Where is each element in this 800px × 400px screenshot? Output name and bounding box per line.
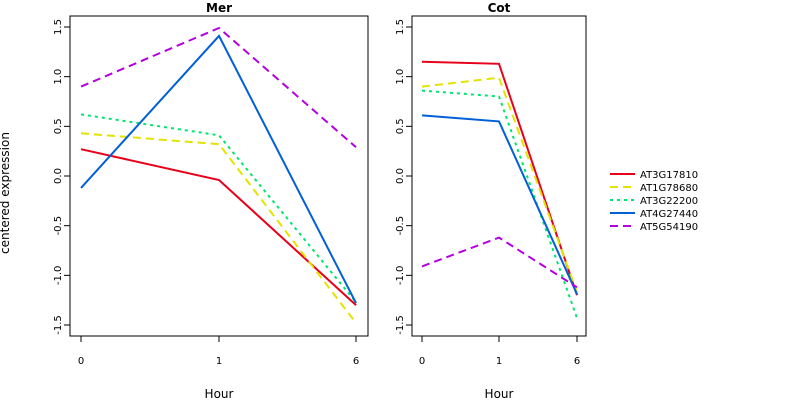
legend-label: AT4G27440 bbox=[640, 209, 698, 220]
y-tick-label: 1.5 bbox=[53, 19, 64, 35]
series-line-at5g54190 bbox=[421, 236, 578, 289]
series-line-at4g27440 bbox=[421, 114, 578, 295]
y-tick-label: 1.0 bbox=[53, 69, 64, 85]
series-line-at1g78680 bbox=[80, 132, 357, 324]
y-tick-label: -1.5 bbox=[53, 315, 64, 335]
x-axis-label: Hour bbox=[205, 387, 234, 400]
plot-frame bbox=[69, 15, 369, 337]
x-axis-label: Hour bbox=[485, 387, 514, 400]
panel-title: Mer bbox=[206, 1, 232, 15]
legend: AT3G17810 AT1G78680 AT3G22200 AT4G27440 AT5G… bbox=[610, 170, 698, 233]
y-tick-label: -1.0 bbox=[395, 266, 406, 286]
series-line-at3g17810 bbox=[80, 148, 357, 306]
y-tick-label: -0.5 bbox=[53, 216, 64, 236]
legend-label: AT5G54190 bbox=[640, 222, 698, 233]
y-tick-label: -0.5 bbox=[395, 216, 406, 236]
series-line-at3g22200 bbox=[421, 89, 578, 319]
x-tick-label: 0 bbox=[78, 356, 84, 367]
panel-title: Cot bbox=[488, 1, 511, 15]
y-tick-label: 1.0 bbox=[395, 69, 406, 85]
x-tick-label: 1 bbox=[496, 356, 502, 367]
y-tick-label: 1.5 bbox=[395, 19, 406, 35]
y-tick-label: 0.0 bbox=[53, 168, 64, 184]
y-tick-label: 0.5 bbox=[53, 118, 64, 134]
series-line-at4g27440 bbox=[80, 34, 357, 304]
x-tick-label: 0 bbox=[419, 356, 425, 367]
x-tick-label: 6 bbox=[353, 356, 359, 367]
y-tick-label: 0.0 bbox=[395, 168, 406, 184]
x-tick-label: 6 bbox=[574, 356, 580, 367]
x-tick-label: 1 bbox=[216, 356, 222, 367]
legend-label: AT3G22200 bbox=[640, 196, 698, 207]
panel-mer: Mer -1.5 -1.0 -0.5 0.0 0.5 1.0 1.5 0 1 6 Hour bbox=[53, 1, 369, 400]
y-axis-label: centered expression bbox=[0, 132, 12, 254]
y-tick-label: -1.0 bbox=[53, 266, 64, 286]
y-tick-label: -1.5 bbox=[395, 315, 406, 335]
panel-cot: Cot -1.5 -1.0 -0.5 0.0 0.5 1.0 1.5 0 1 6 Hour bbox=[395, 1, 587, 400]
series-line-at1g78680 bbox=[421, 76, 578, 293]
legend-label: AT3G17810 bbox=[640, 170, 698, 181]
legend-label: AT1G78680 bbox=[640, 183, 698, 194]
series-line-at5g54190 bbox=[80, 26, 357, 148]
y-tick-label: 0.5 bbox=[395, 118, 406, 134]
chart-panels: Mer -1.5 -1.0 -0.5 0.0 0.5 1.0 1.5 0 1 6 Hour Cot -1.… bbox=[53, 1, 587, 400]
